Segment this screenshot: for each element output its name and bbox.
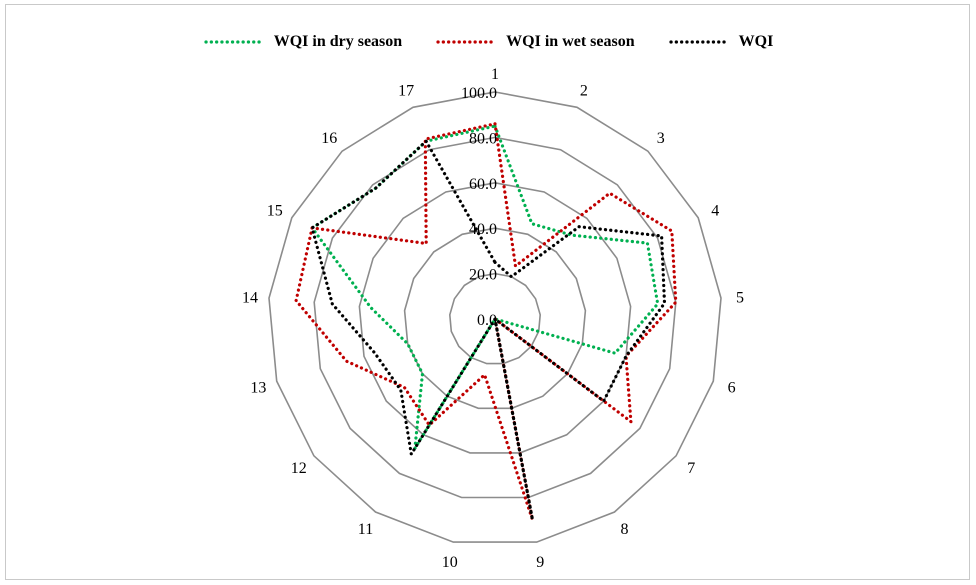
legend-label: WQI in wet season — [506, 33, 635, 50]
category-label: 6 — [728, 379, 736, 396]
category-label: 13 — [250, 379, 266, 396]
category-label: 17 — [398, 83, 414, 100]
legend-label: WQI — [738, 33, 774, 50]
legend-swatch — [669, 40, 731, 44]
legend: WQI in dry season WQI in wet season WQI — [6, 27, 971, 57]
legend-swatch — [436, 40, 498, 44]
series-group — [294, 122, 678, 522]
category-label: 16 — [321, 130, 337, 147]
category-label: 14 — [242, 289, 258, 306]
radar-chart: 0.020.040.060.080.0100.01234567891011121… — [242, 66, 744, 571]
category-label: 11 — [358, 521, 373, 538]
category-label: 5 — [736, 289, 744, 306]
category-label: 15 — [267, 202, 283, 219]
category-label: 9 — [536, 554, 544, 571]
radial-tick-labels: 0.0 20.0 40.0 60.0 80.0 100.0 — [461, 85, 497, 329]
radial-tick-label: 40.0 — [469, 221, 497, 238]
legend-swatch — [204, 40, 266, 44]
grid-ring — [313, 136, 677, 499]
chart-frame: 0.0 20.0 40.0 60.0 80.0 100.0 1 2 3 4 5 6 7 8 9 10 11 12 1… — [5, 4, 970, 580]
category-label: 4 — [711, 202, 719, 219]
series-line — [310, 139, 667, 522]
category-label: 1 — [491, 66, 499, 83]
radial-tick-label: 20.0 — [469, 267, 497, 284]
series-line — [294, 122, 678, 522]
radial-tick-label: 0.0 — [477, 312, 497, 329]
category-label: 7 — [687, 460, 695, 477]
legend-label: WQI in dry season — [273, 33, 403, 50]
legend-item: WQI in wet season — [436, 33, 635, 51]
radar-grid — [268, 91, 722, 543]
category-label: 3 — [657, 130, 665, 147]
category-label: 2 — [580, 83, 588, 100]
radial-tick-label: 60.0 — [469, 176, 497, 193]
legend-item: WQI — [669, 33, 774, 51]
legend-item: WQI in dry season — [204, 33, 402, 51]
grid-ring — [448, 272, 542, 365]
radial-tick-label: 100.0 — [461, 85, 497, 102]
category-label: 8 — [621, 521, 629, 538]
category-label: 12 — [291, 460, 307, 477]
category-label: 10 — [442, 554, 458, 571]
radial-tick-label: 80.0 — [469, 130, 497, 147]
series-line — [310, 124, 660, 450]
grid-ring — [358, 181, 632, 454]
grid-ring — [268, 91, 722, 543]
